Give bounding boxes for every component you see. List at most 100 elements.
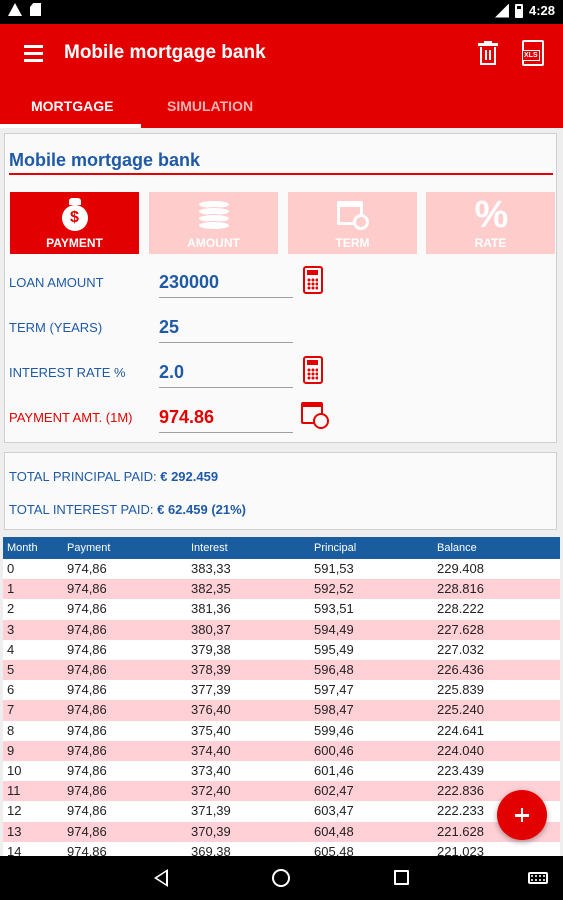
table-row: 3 974,86 380,37 594,49 227.628	[3, 619, 560, 640]
table-cell: 0	[7, 561, 15, 576]
term-input[interactable]: 25	[159, 317, 293, 343]
header-month: Month	[7, 542, 38, 554]
table-cell: 595,49	[314, 641, 354, 657]
mode-payment-button[interactable]: $ PAYMENT	[10, 192, 139, 254]
app-title: Mobile mortgage bank	[64, 42, 266, 63]
table-cell: 380,37	[191, 621, 231, 637]
status-time: 4:28	[528, 3, 555, 18]
add-button[interactable]	[497, 790, 547, 840]
table-cell: 376,40	[191, 702, 231, 718]
table-cell: 974,86	[67, 783, 107, 799]
table-cell: 597,47	[314, 682, 354, 698]
status-bar: 4:28	[0, 0, 563, 24]
interest-rate-input[interactable]: 2.0	[159, 362, 293, 388]
mode-rate-label: RATE	[474, 236, 507, 250]
table-cell: 7	[7, 702, 15, 718]
table-cell: 12	[7, 803, 22, 819]
table-cell: 8	[7, 722, 15, 738]
loan-amount-label: LOAN AMOUNT	[9, 275, 104, 290]
loan-amount-input[interactable]: 230000	[159, 272, 293, 298]
tab-simulation[interactable]: SIMULATION	[167, 98, 254, 114]
table-cell: 375,40	[191, 722, 231, 738]
table-cell: 4	[7, 641, 15, 657]
table-row: 1 974,86 382,35 592,52 228.816	[3, 579, 560, 600]
table-cell: 602,47	[314, 783, 354, 799]
table-cell: 226.436	[437, 662, 484, 677]
mode-term-button[interactable]: TERM	[288, 192, 417, 254]
table-cell: 603,47	[314, 803, 354, 819]
table-cell: 974,86	[67, 823, 107, 839]
table-cell: 379,38	[191, 641, 231, 657]
table-cell: 14	[7, 843, 22, 857]
mode-amount-label: AMOUNT	[187, 236, 240, 250]
table-cell: 974,86	[67, 662, 107, 677]
navigation-bar	[0, 856, 563, 900]
title-divider	[9, 173, 553, 175]
table-cell: 974,86	[67, 722, 107, 738]
menu-icon[interactable]	[24, 45, 43, 62]
table-cell: 224.040	[437, 742, 484, 758]
table-row: 11 974,86 372,40 602,47 222.836	[3, 781, 560, 802]
mode-rate-button[interactable]: % RATE	[426, 192, 555, 254]
table-cell: 2	[7, 601, 15, 617]
table-header: Month Payment Interest Principal Balance	[3, 537, 560, 559]
table-cell: 372,40	[191, 783, 231, 799]
table-cell: 374,40	[191, 742, 231, 758]
table-cell: 593,51	[314, 601, 354, 617]
trash-icon[interactable]	[478, 41, 498, 65]
table-cell: 592,52	[314, 581, 354, 597]
calculator-icon[interactable]	[303, 356, 323, 384]
keyboard-icon[interactable]	[528, 872, 548, 884]
table-cell: 383,33	[191, 561, 231, 576]
table-cell: 227.032	[437, 641, 484, 657]
signal-icon	[494, 3, 509, 18]
table-cell: 599,46	[314, 722, 354, 738]
header-payment: Payment	[67, 542, 111, 554]
warning-icon	[8, 3, 22, 16]
table-cell: 591,53	[314, 561, 354, 576]
table-cell: 369,38	[191, 843, 231, 857]
tab-bar: MORTGAGE SIMULATION	[0, 86, 563, 128]
table-cell: 228.816	[437, 581, 484, 597]
home-icon[interactable]	[272, 869, 290, 887]
table-cell: 9	[7, 742, 15, 758]
calendar-clock-icon[interactable]	[301, 400, 329, 430]
total-interest: TOTAL INTEREST PAID: € 62.459 (21%)	[9, 502, 247, 517]
calculator-icon[interactable]	[303, 266, 323, 294]
table-cell: 370,39	[191, 823, 231, 839]
table-cell: 974,86	[67, 843, 107, 857]
payment-value: 974.86	[159, 407, 293, 433]
calendar-clock-icon	[336, 198, 369, 230]
term-label: TERM (YEARS)	[9, 320, 103, 335]
table-cell: 594,49	[314, 621, 354, 637]
table-row: 13 974,86 370,39 604,48 221.628	[3, 821, 560, 842]
mode-amount-button[interactable]: AMOUNT	[149, 192, 278, 254]
table-row: 0 974,86 383,33 591,53 229.408	[3, 559, 560, 579]
tab-mortgage[interactable]: MORTGAGE	[31, 98, 114, 114]
xls-export-icon[interactable]: XLS	[522, 40, 544, 66]
table-cell: 373,40	[191, 763, 231, 778]
amortization-table[interactable]: Month Payment Interest Principal Balance…	[3, 537, 560, 857]
back-icon[interactable]	[154, 869, 168, 887]
recent-apps-icon[interactable]	[394, 870, 409, 885]
table-cell: 601,46	[314, 763, 354, 778]
table-cell: 222.836	[437, 783, 484, 799]
sd-card-icon	[30, 3, 41, 16]
table-cell: 222.233	[437, 803, 484, 819]
money-bag-icon: $	[60, 198, 90, 232]
table-cell: 13	[7, 823, 22, 839]
table-cell: 228.222	[437, 601, 484, 617]
interest-rate-label: INTEREST RATE %	[9, 365, 126, 380]
table-row: 5 974,86 378,39 596,48 226.436	[3, 660, 560, 681]
table-cell: 221.023	[437, 843, 484, 857]
table-cell: 10	[7, 763, 22, 778]
table-row: 10 974,86 373,40 601,46 223.439	[3, 761, 560, 781]
coins-icon	[197, 198, 230, 230]
table-cell: 1	[7, 581, 15, 597]
table-cell: 3	[7, 621, 15, 637]
table-cell: 974,86	[67, 702, 107, 718]
table-row: 12 974,86 371,39 603,47 222.233	[3, 801, 560, 821]
table-cell: 600,46	[314, 742, 354, 758]
table-cell: 5	[7, 662, 15, 677]
total-principal: TOTAL PRINCIPAL PAID: € 292.459	[9, 469, 219, 484]
